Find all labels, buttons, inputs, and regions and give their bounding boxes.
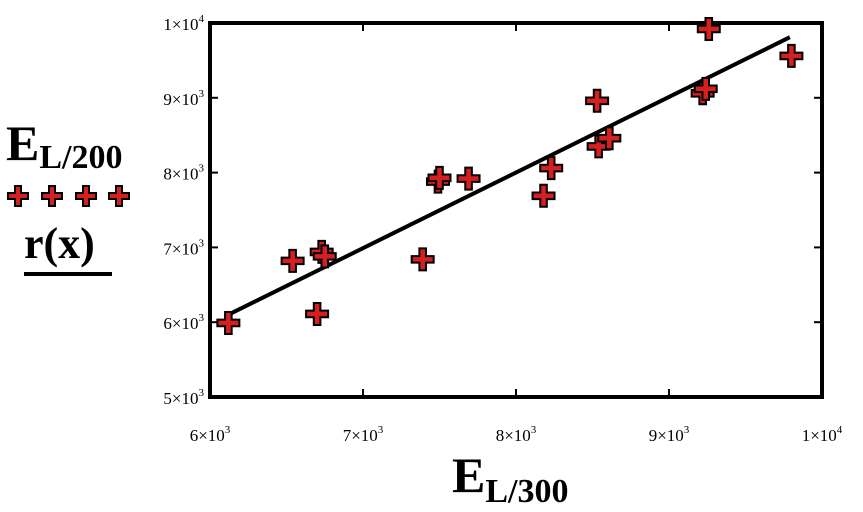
legend: r(x) [7, 185, 130, 276]
fit-line [224, 35, 791, 319]
y-axis-label: EL/200 [6, 115, 122, 176]
y-tick-label: 8×103 [163, 163, 204, 184]
y-tick-label: 6×103 [163, 312, 204, 333]
data-point [280, 248, 305, 273]
y-axis-label-main: E [6, 115, 39, 171]
data-point [539, 156, 564, 181]
axes: 6×103 7×103 8×103 9×103 1×104 5×103 6×103 7×103… [163, 13, 842, 445]
x-tick-label: 7×103 [343, 424, 384, 445]
y-tick-label: 5×103 [163, 387, 204, 408]
legend-label: r(x) [24, 219, 95, 268]
data-point [410, 247, 435, 272]
data-point [456, 166, 481, 191]
x-axis-label: EL/300 [452, 447, 568, 510]
legend-marker [7, 185, 29, 207]
y-tick-label: 1×104 [163, 13, 204, 34]
data-point [427, 165, 452, 190]
data-point [216, 310, 241, 335]
data-point [586, 134, 611, 159]
x-tick-label: 8×103 [496, 424, 537, 445]
legend-marker [108, 185, 130, 207]
data-point [597, 126, 622, 151]
x-axis-label-main: E [452, 447, 485, 503]
y-axis-label-sub: L/200 [39, 139, 122, 176]
data-point [305, 301, 330, 326]
y-tick-label: 9×103 [163, 88, 204, 109]
data-points [216, 16, 804, 335]
data-point [531, 183, 556, 208]
data-point [312, 244, 337, 269]
x-axis-label-sub: L/300 [485, 473, 568, 510]
axis-labels: EL/300 EL/200 [6, 115, 568, 510]
y-tick-label: 7×103 [163, 237, 204, 258]
fit-line-layer [224, 35, 791, 319]
data-point [693, 76, 718, 101]
x-tick-label: 9×103 [649, 424, 690, 445]
data-point [696, 16, 721, 41]
legend-marker [75, 185, 97, 207]
plot-frame [208, 21, 824, 399]
x-tick-label: 6×103 [190, 424, 231, 445]
legend-marker [41, 185, 63, 207]
data-point [779, 43, 804, 68]
data-point [585, 88, 610, 113]
x-tick-label: 1×104 [802, 424, 843, 445]
